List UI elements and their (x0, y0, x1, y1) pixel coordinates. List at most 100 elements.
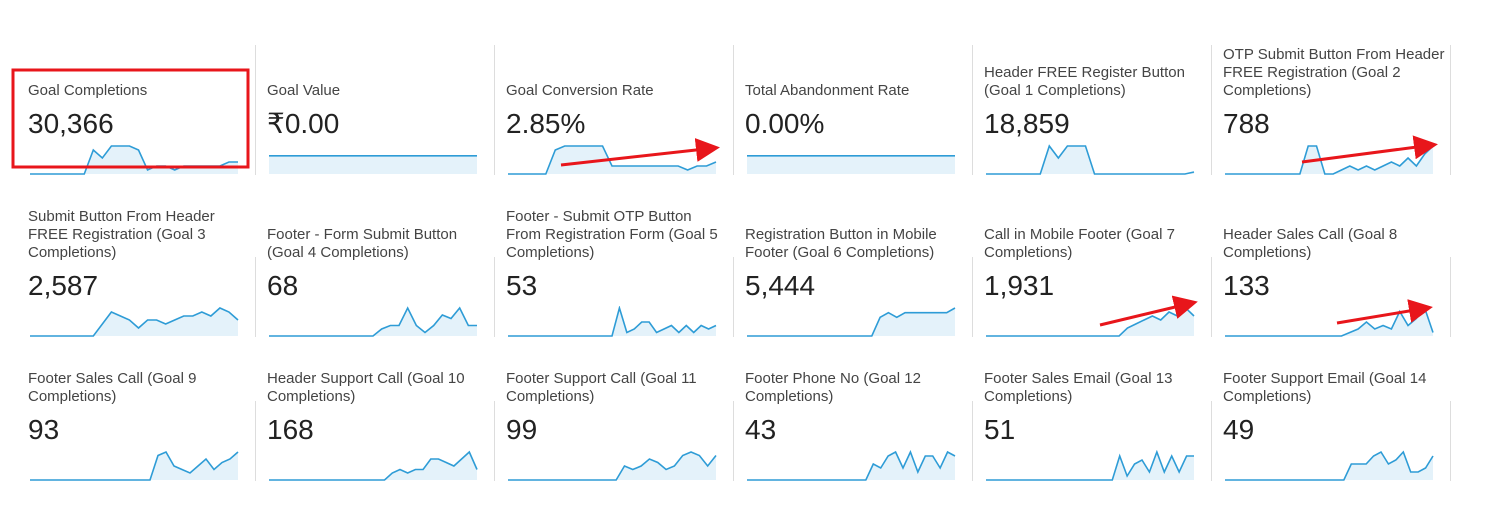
goal-tile: Call in Mobile Footer (Goal 7 Completion… (984, 202, 1206, 338)
tile-title: Registration Button in Mobile Footer (Go… (745, 202, 967, 262)
tile-title-text: Footer Phone No (Goal 12 Completions) (745, 370, 921, 405)
goal-tile: Goal Completions 30,366 (28, 40, 250, 176)
sparkline-line (30, 307, 239, 337)
sparkline-area (986, 452, 1194, 480)
sparkline (30, 450, 239, 481)
tile-separator (494, 257, 495, 337)
sparkline (747, 450, 956, 481)
tile-title-text: Submit Button From Header FREE Registrat… (28, 208, 215, 261)
sparkline-area (269, 308, 477, 336)
tile-value: 168 (267, 414, 314, 445)
tile-title-text: Header Sales Call (Goal 8 Completions) (1223, 226, 1398, 261)
tile-title: Footer - Submit OTP Button From Registra… (506, 202, 728, 262)
tile-title: Goal Conversion Rate (506, 40, 728, 100)
sparkline-line (269, 306, 477, 337)
goal-tile: Header Sales Call (Goal 8 Completions) 13… (1223, 202, 1445, 338)
tile-title: Footer Sales Call (Goal 9 Completions) (28, 346, 250, 406)
tile-title: Call in Mobile Footer (Goal 7 Completion… (984, 202, 1206, 262)
tile-separator (255, 45, 256, 175)
sparkline-line (986, 450, 1194, 481)
goal-tile: Registration Button in Mobile Footer (Go… (745, 202, 967, 338)
sparkline (269, 306, 477, 337)
tile-title-text: Footer Support Email (Goal 14 Completion… (1223, 370, 1427, 405)
tile-separator (733, 257, 734, 337)
tile-separator (733, 45, 734, 175)
tile-value: 99 (506, 414, 538, 445)
tile-title-text: Footer - Form Submit Button (Goal 4 Comp… (267, 226, 458, 261)
tile-title-text: Goal Value (267, 82, 341, 99)
sparkline-area (1225, 308, 1433, 336)
tile-value: 53 (506, 270, 538, 301)
goal-tile: Goal Conversion Rate 2.85% (506, 40, 728, 176)
sparkline-area (1225, 146, 1433, 174)
sparkline (269, 450, 478, 481)
tile-title: Footer Sales Email (Goal 13 Completions) (984, 346, 1206, 406)
tile-title-text: OTP Submit Button From Header FREE Regis… (1223, 46, 1445, 99)
goal-tile: Header FREE Register Button (Goal 1 Comp… (984, 40, 1206, 176)
tile-separator (1450, 45, 1451, 175)
tile-separator (494, 45, 495, 175)
goal-tile: Footer - Submit OTP Button From Registra… (506, 202, 728, 338)
tile-value: 93 (28, 414, 60, 445)
sparkline (1225, 450, 1434, 481)
tile-value: 51 (984, 414, 1016, 445)
tile-title: Header FREE Register Button (Goal 1 Comp… (984, 40, 1206, 100)
tile-title: Goal Value (267, 40, 489, 100)
sparkline (986, 306, 1195, 337)
sparkline-area (30, 308, 238, 336)
tile-title-text: Footer Support Call (Goal 11 Completions… (506, 370, 697, 405)
sparkline-line (508, 451, 717, 481)
goal-tile: Header Support Call (Goal 10 Completions… (267, 346, 489, 482)
goal-tile: Total Abandonment Rate 0.00% (745, 40, 967, 176)
goal-tile: Goal Value ₹0.00 (267, 40, 489, 176)
tile-title-text: Total Abandonment Rate (745, 82, 910, 99)
tile-title: OTP Submit Button From Header FREE Regis… (1223, 40, 1445, 100)
tile-title: Header Sales Call (Goal 8 Completions) (1223, 202, 1445, 262)
sparkline (986, 450, 1194, 481)
sparkline (1225, 145, 1434, 175)
tile-value: 30,366 (28, 108, 114, 139)
tile-title: Submit Button From Header FREE Registrat… (28, 202, 250, 262)
goal-tile: Footer Sales Email (Goal 13 Completions)… (984, 346, 1206, 482)
tile-value: 49 (1223, 414, 1255, 445)
sparkline-area (1225, 452, 1433, 480)
tile-title-text: Goal Conversion Rate (506, 82, 654, 99)
tile-value: 43 (745, 414, 777, 445)
tile-title: Goal Completions (28, 40, 250, 100)
sparkline-line (747, 307, 956, 337)
sparkline (508, 451, 717, 481)
goal-tile: Footer Support Call (Goal 11 Completions… (506, 346, 728, 482)
tile-value: 68 (267, 270, 299, 301)
sparkline-area (30, 452, 238, 480)
tile-value: 1,931 (984, 270, 1055, 301)
sparkline (30, 145, 238, 175)
sparkline-area (269, 155, 477, 174)
sparkline (269, 155, 477, 174)
tile-title-text: Registration Button in Mobile Footer (Go… (745, 226, 937, 261)
tile-value: 2.85% (506, 108, 586, 139)
sparkline-line (508, 306, 717, 337)
sparkline (1225, 306, 1434, 337)
goal-tile: Footer Phone No (Goal 12 Completions) 43 (745, 346, 967, 482)
tile-title: Footer Phone No (Goal 12 Completions) (745, 346, 967, 406)
sparkline-area (30, 146, 238, 174)
tile-title-text: Header Support Call (Goal 10 Completions… (267, 370, 465, 405)
sparkline-line (1225, 145, 1434, 175)
sparkline-area (747, 155, 955, 174)
tile-title-text: Footer - Submit OTP Button From Registra… (506, 208, 718, 261)
sparkline (747, 155, 955, 174)
tile-separator (733, 401, 734, 481)
sparkline-line (986, 144, 1195, 175)
goal-tile: OTP Submit Button From Header FREE Regis… (1223, 40, 1445, 176)
tile-value: 0.00% (745, 108, 825, 139)
tile-separator (494, 401, 495, 481)
tile-separator (972, 257, 973, 337)
sparkline (986, 144, 1195, 175)
tile-title-text: Goal Completions (28, 82, 148, 99)
sparkline-area (508, 146, 716, 174)
sparkline-line (1225, 450, 1434, 481)
sparkline-area (269, 452, 477, 480)
tile-value: 18,859 (984, 108, 1070, 139)
tile-title: Footer Support Email (Goal 14 Completion… (1223, 346, 1445, 406)
